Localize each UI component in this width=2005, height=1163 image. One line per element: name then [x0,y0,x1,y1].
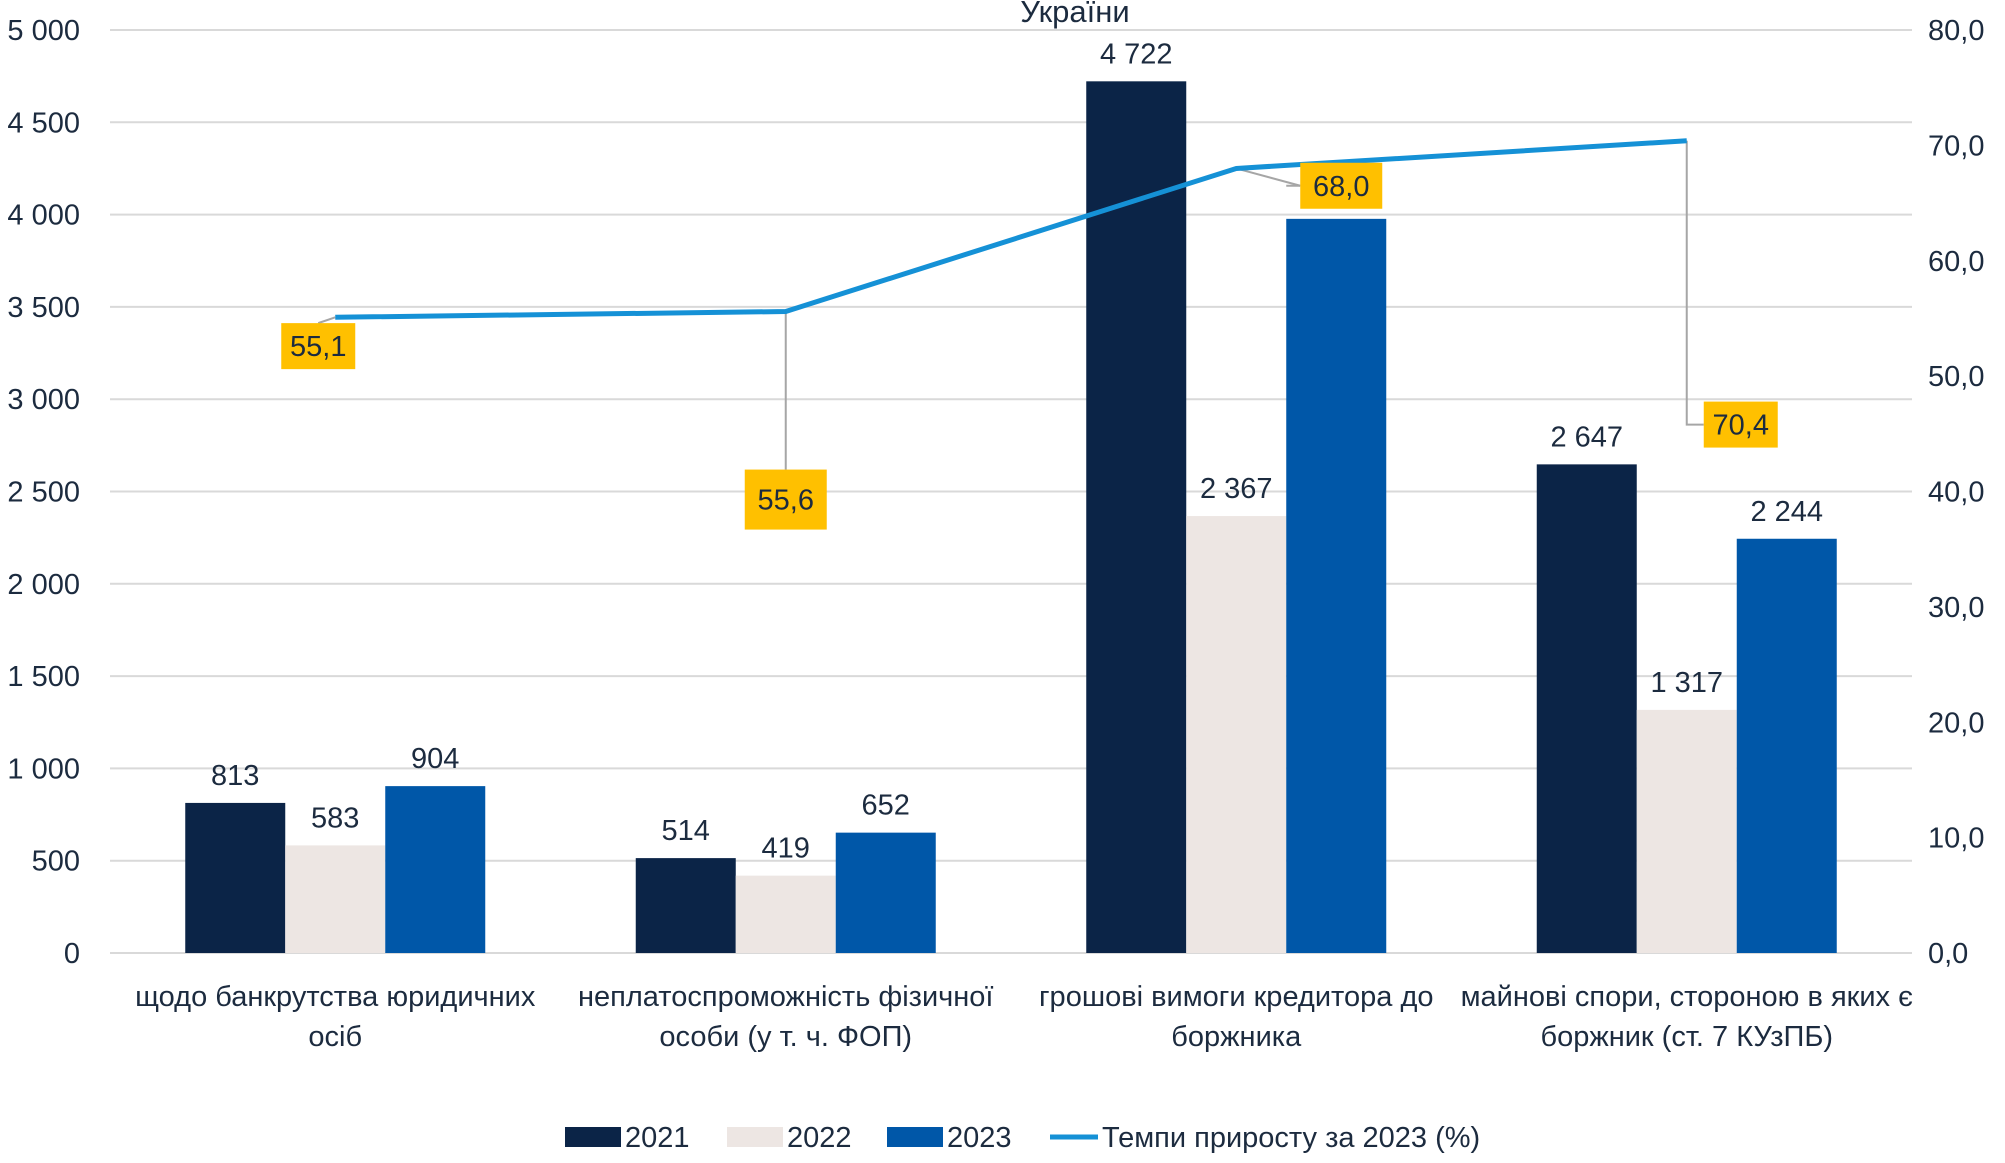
bar-value-label: 2 647 [1550,421,1623,453]
leader-line [317,316,336,325]
bar-2023 [1736,538,1837,953]
growth-value-box [1300,162,1383,209]
y-left-tick-label: 3 500 [7,292,80,324]
legend-label: 2021 [625,1122,690,1154]
bar-2022 [1636,709,1737,953]
bar-2023 [385,786,486,953]
growth-line [335,138,1687,320]
bar-value-label: 4 722 [1100,38,1173,70]
bar-value-label: 419 [762,833,810,865]
legend-swatch [887,1127,943,1147]
y-right-tick-label: 10,0 [1928,823,1984,855]
y-left-tick-label: 3 000 [7,384,80,416]
growth-value-label: 55,6 [758,485,814,517]
y-right-tick-label: 40,0 [1928,477,1984,509]
leader-line [1235,167,1301,187]
bar-value-label: 813 [211,760,259,792]
legend: 2021 2022 2023 Темпи приросту за 2023 (%) [565,1122,1480,1154]
category-label: боржника [1171,1021,1302,1053]
y-right-tick-label: 80,0 [1928,15,1984,47]
bar-value-label: 1 317 [1650,667,1723,699]
bar-value-label: 2 244 [1750,496,1823,528]
y-right-tick-label: 50,0 [1928,361,1984,393]
category-label: особи (у т. ч. ФОП) [659,1021,912,1053]
growth-value-box [281,323,356,370]
y-left-tick-label: 1 500 [7,661,80,693]
bar-2021 [635,858,736,953]
bar-value-label: 514 [662,815,710,847]
bar-2022 [735,875,836,953]
category-label: щодо банкрутства юридичних [135,981,536,1013]
bar-2022 [1186,516,1287,953]
legend-swatch [727,1127,783,1147]
bar-2021 [1086,81,1187,954]
y-left-tick-label: 1 000 [7,753,80,785]
y-right-tick-label: 0,0 [1928,938,1968,970]
growth-value-label: 55,1 [290,331,346,363]
legend-label: Темпи приросту за 2023 (%) [1102,1122,1480,1154]
bar-2023 [1286,218,1387,953]
legend-label: 2023 [947,1122,1012,1154]
category-label: майнові спори, стороною в яких є [1461,981,1913,1013]
bar-2022 [285,845,386,953]
growth-value-box [1703,401,1778,448]
legend-swatch [565,1127,621,1147]
leader-lines [317,140,1704,470]
y-right-tick-label: 20,0 [1928,707,1984,739]
y-left-tick-label: 2 500 [7,477,80,509]
growth-value-label: 70,4 [1713,410,1769,442]
bar-2021 [185,802,286,953]
bar-2023 [835,832,936,953]
y-left-tick-label: 5 000 [7,15,80,47]
category-label: осіб [308,1021,362,1053]
bar-value-label: 904 [411,743,459,775]
legend-label: 2022 [787,1122,852,1154]
leader-line [1685,140,1704,426]
growth-value-box [744,469,827,530]
category-labels: щодо банкрутства юридичних осіб неплатоспр… [135,981,1913,1053]
y-right-tick-label: 60,0 [1928,246,1984,278]
bars [185,81,1837,954]
y-axis-right: 0,0 10,0 20,0 30,0 40,0 50,0 60,0 70,0 80,0 [1928,15,1984,970]
bar-value-label: 583 [311,802,359,834]
y-left-tick-label: 4 500 [7,107,80,139]
category-label: боржник (ст. 7 КУзПБ) [1540,1021,1833,1053]
chart-title-fragment: України [1020,0,1129,29]
y-left-tick-label: 2 000 [7,569,80,601]
growth-value-label: 68,0 [1313,171,1369,203]
growth-line-path [335,138,1687,320]
bar-value-label: 2 367 [1200,473,1273,505]
category-label: грошові вимоги кредитора до [1039,981,1434,1013]
bar-value-label: 652 [862,790,910,822]
y-left-tick-label: 0 [64,938,80,970]
y-left-tick-label: 500 [32,846,80,878]
y-left-tick-label: 4 000 [7,200,80,232]
bar-2021 [1536,464,1637,953]
y-right-tick-label: 30,0 [1928,592,1984,624]
y-right-tick-label: 70,0 [1928,130,1984,162]
leader-line [1286,184,1301,187]
category-label: неплатоспроможність фізичної [578,981,993,1013]
y-axis-left: 0 500 1 000 1 500 2 000 2 500 3 000 3 500 4 000 4… [7,15,80,970]
